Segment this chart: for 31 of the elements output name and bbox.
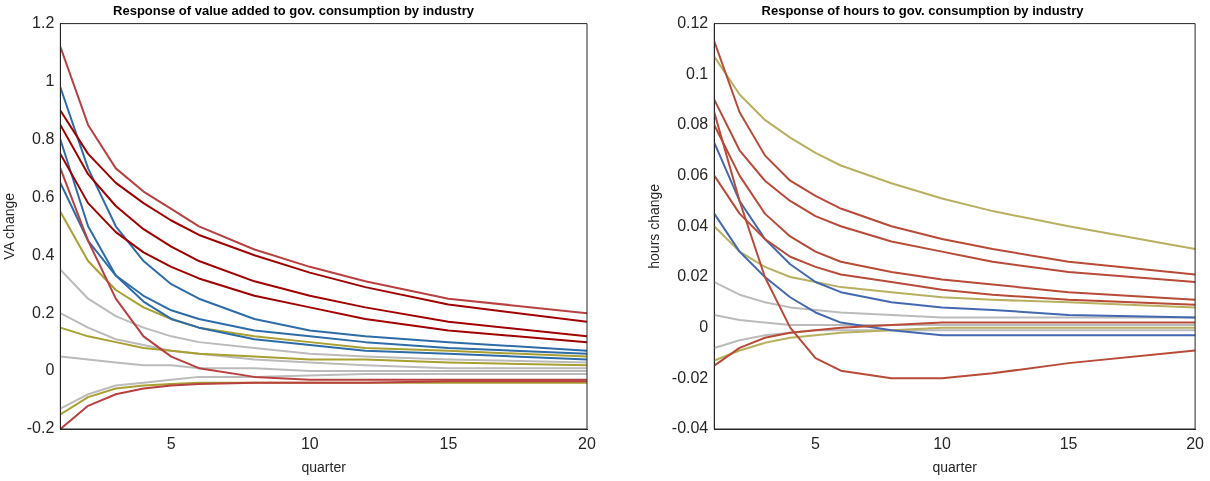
- x-axis-title: quarter: [301, 459, 347, 476]
- y-tick-label: 0.08: [677, 115, 709, 133]
- y-tick-label: 0.12: [677, 14, 709, 32]
- x-axis-title: quarter: [932, 459, 978, 476]
- y-tick-label: 0.2: [32, 303, 55, 321]
- x-tick-label: 10: [933, 435, 952, 453]
- x-tick-label: 15: [1059, 435, 1078, 453]
- y-tick-label: 1: [45, 71, 55, 89]
- y-tick-label: 1.2: [32, 14, 55, 32]
- y-tick-label: -0.04: [671, 419, 709, 437]
- y-tick-label: 0.06: [677, 166, 709, 184]
- y-tick-label: 0.6: [32, 187, 55, 205]
- x-tick-label: 5: [166, 435, 176, 453]
- y-tick-label: 0: [45, 361, 55, 379]
- x-tick-label: 20: [1186, 435, 1205, 453]
- chart-title: Response of value added to gov. consumption by industry: [113, 3, 475, 19]
- y-tick-label: 0.04: [677, 216, 709, 234]
- x-tick-label: 5: [811, 435, 821, 453]
- y-axis-title: hours change: [646, 183, 663, 269]
- y-axis-title: VA change: [1, 192, 18, 260]
- chart-title: Response of hours to gov. consumption by industry: [761, 3, 1085, 19]
- x-tick-label: 15: [439, 435, 458, 453]
- y-tick-label: 0.02: [677, 267, 709, 285]
- x-tick-label: 10: [300, 435, 319, 453]
- y-tick-label: -0.02: [671, 368, 709, 386]
- x-tick-label: 20: [578, 435, 596, 453]
- y-tick-label: 0.1: [686, 64, 709, 82]
- y-tick-label: 0: [699, 318, 709, 336]
- y-tick-label: 0.4: [32, 245, 55, 263]
- y-tick-label: 0.8: [32, 129, 55, 147]
- y-tick-label: -0.2: [26, 419, 55, 437]
